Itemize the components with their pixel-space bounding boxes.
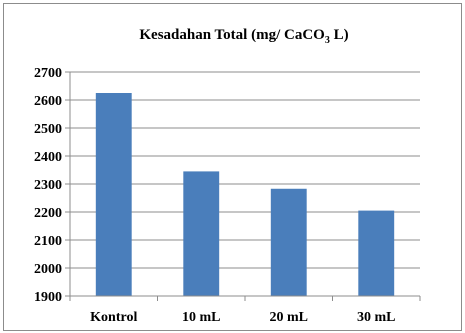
y-tick-label: 2400 [34, 150, 62, 165]
axes [65, 71, 421, 301]
chart-title-suffix: L) [330, 27, 349, 43]
x-tick-labels: Kontrol 10 mL 20 mL 30 mL [90, 310, 395, 325]
bar-30-ml [358, 210, 395, 296]
x-tick-label: 30 mL [357, 310, 396, 325]
chart-frame: Kesadahan Total (mg/ CaCO3 L) 1900 2000 21… [3, 3, 462, 331]
y-tick-label: 2500 [34, 122, 62, 137]
chart-svg: Kesadahan Total (mg/ CaCO3 L) 1900 2000 21… [34, 27, 421, 325]
x-tick-label: Kontrol [90, 310, 137, 325]
y-tick-label: 2700 [34, 66, 62, 81]
bar-20-ml [270, 188, 307, 296]
y-tick-label: 2100 [34, 234, 62, 249]
bars [95, 93, 395, 296]
y-tick-label: 2200 [34, 206, 62, 221]
y-tick-label: 2600 [34, 94, 62, 109]
bar-kontrol [95, 93, 132, 296]
y-tick-label: 1900 [34, 290, 62, 305]
chart-title: Kesadahan Total (mg/ CaCO3 L) [139, 27, 348, 46]
chart-title-main: Kesadahan Total (mg/ CaCO [139, 27, 324, 43]
x-tick-label: 20 mL [270, 310, 309, 325]
y-tick-label: 2300 [34, 178, 62, 193]
x-tick-label: 10 mL [182, 310, 221, 325]
chart-title-subscript: 3 [325, 35, 330, 46]
y-tick-label: 2000 [34, 262, 62, 277]
bar-10-ml [183, 171, 220, 296]
y-tick-labels: 1900 2000 2100 2200 2300 2400 2500 2600 2700 [34, 66, 62, 305]
